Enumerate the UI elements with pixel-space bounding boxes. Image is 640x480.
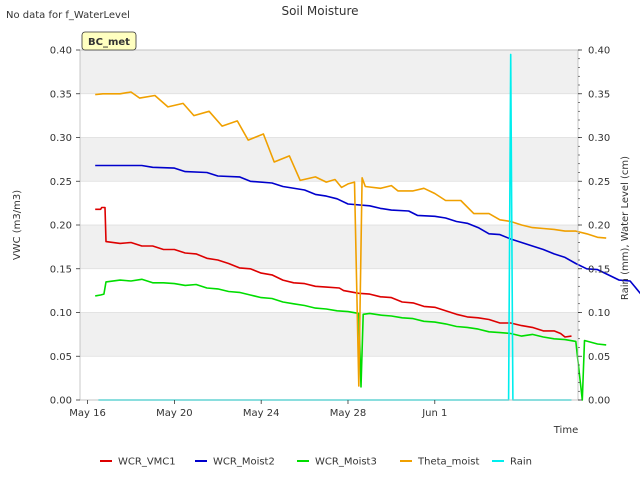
- x-tick-label: May 20: [156, 408, 193, 419]
- legend-label: WCR_VMC1: [118, 457, 176, 468]
- y-tick-label: 0.20: [50, 221, 72, 232]
- legend-label: WCR_Moist2: [213, 457, 275, 468]
- series-line-wcr-vmc1: [95, 206, 572, 338]
- y-tick-label-right: 0.25: [588, 177, 610, 188]
- y-tick-label: 0.35: [50, 89, 72, 100]
- series-line-wcr-moist3: [95, 278, 607, 401]
- x-axis-label: Time: [553, 425, 578, 436]
- y-tick-label-right: 0.35: [588, 89, 610, 100]
- legend: WCR_VMC1 WCR_Moist2 WCR_Moist3 Theta_moist R…: [100, 457, 532, 468]
- y-tick-label-right: 0.40: [588, 46, 610, 57]
- legend-label: Theta_moist: [417, 457, 479, 468]
- y-tick-label: 0.15: [50, 264, 72, 275]
- background-band: [80, 225, 578, 269]
- x-tick-label: May 28: [330, 408, 367, 419]
- y-tick-label: 0.30: [50, 133, 72, 144]
- y-tick-label: 0.10: [50, 308, 72, 319]
- no-data-note: No data for f_WaterLevel: [6, 10, 130, 21]
- x-tick-label: May 16: [69, 408, 106, 419]
- y-tick-label: 0.00: [50, 396, 72, 407]
- legend-label: WCR_Moist3: [315, 457, 377, 468]
- station-badge: BC_met: [81, 31, 137, 51]
- x-tick-label: Jun 1: [421, 408, 447, 419]
- station-badge-label: BC_met: [88, 37, 130, 48]
- x-tick-label: May 24: [243, 408, 280, 419]
- y-tick-label-right: 0.10: [588, 308, 610, 319]
- plot-area: [79, 49, 640, 401]
- y-tick-label-right: 0.15: [588, 264, 610, 275]
- y-tick-label: 0.25: [50, 177, 72, 188]
- background-band: [80, 50, 578, 94]
- y-axis-label-right: Rain (mm), Water Level (cm): [620, 156, 631, 300]
- legend-label: Rain: [510, 457, 532, 468]
- y-tick-label-right: 0.20: [588, 221, 610, 232]
- background-band: [80, 137, 578, 182]
- y-tick-label-right: 0.05: [588, 352, 610, 363]
- y-tick-label: 0.05: [50, 352, 72, 363]
- chart-title: Soil Moisture: [281, 4, 358, 18]
- series-line-theta-moist: [95, 91, 607, 387]
- y-axis-label: VWC (m3/m3): [12, 190, 23, 260]
- y-tick-label-right: 0.00: [588, 396, 610, 407]
- y-tick-label: 0.40: [50, 46, 72, 57]
- series-line-wcr-moist2: [95, 164, 640, 295]
- y-tick-label-right: 0.30: [588, 133, 610, 144]
- background-band: [80, 312, 578, 357]
